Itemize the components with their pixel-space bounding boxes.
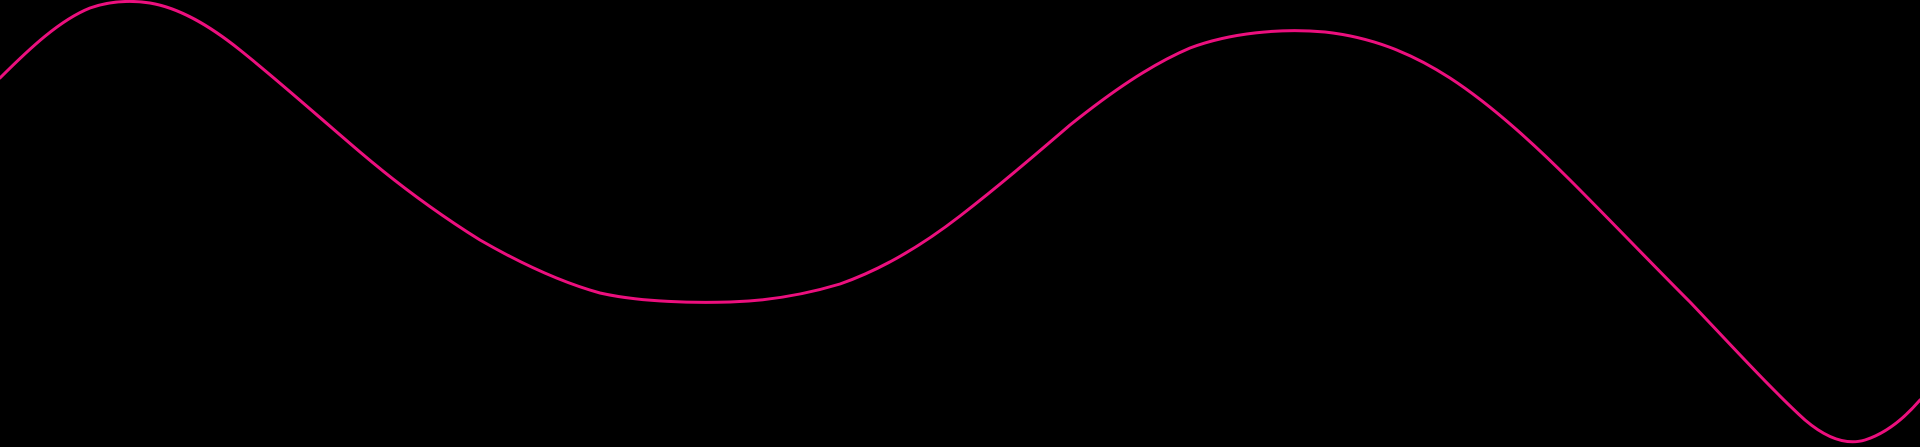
sine-wave-plot <box>0 0 1920 447</box>
plot-background <box>0 0 1920 447</box>
chart-canvas <box>0 0 1920 447</box>
sine-wave-curve <box>0 0 1920 444</box>
